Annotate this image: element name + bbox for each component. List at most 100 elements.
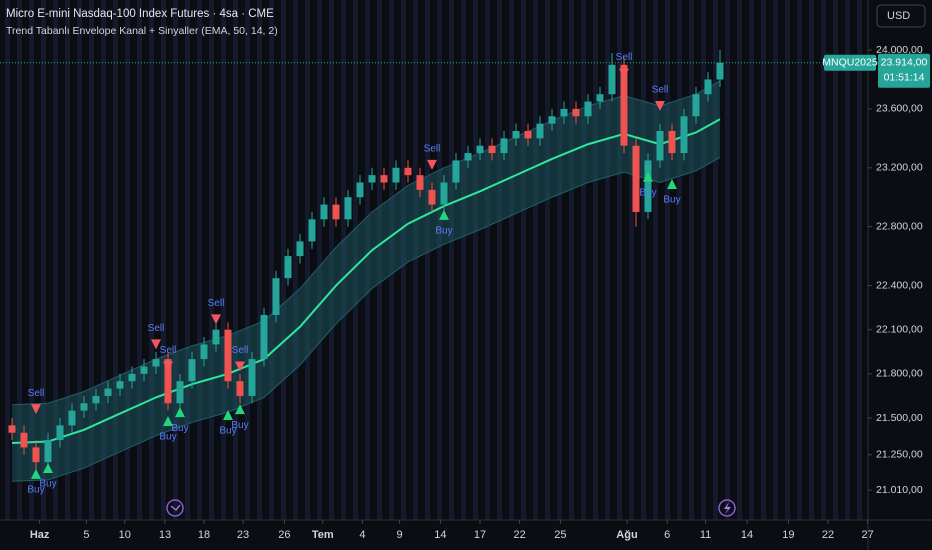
candle-body bbox=[692, 94, 700, 117]
buy-signal-label: Buy bbox=[219, 426, 236, 437]
x-tick-label: 9 bbox=[397, 529, 403, 541]
candle-body bbox=[512, 130, 520, 139]
event-icon[interactable] bbox=[166, 499, 184, 517]
x-tick-label: 11 bbox=[700, 529, 711, 541]
buy-signal bbox=[43, 463, 53, 474]
buy-signal-label: Buy bbox=[663, 195, 680, 206]
x-tick-label: 25 bbox=[554, 529, 566, 541]
x-tick-label: 17 bbox=[474, 529, 486, 541]
sell-signal-label: Sell bbox=[28, 388, 45, 399]
candle-body bbox=[8, 425, 16, 433]
chart-title: Micro E-mini Nasdaq-100 Index Futures · … bbox=[6, 8, 274, 20]
candle-body bbox=[56, 425, 64, 441]
ema-line bbox=[11, 118, 721, 445]
x-tick-label: 19 bbox=[782, 529, 794, 541]
y-tick-label: 22.100,00 bbox=[876, 323, 923, 335]
candle-body bbox=[644, 160, 652, 212]
candle-body bbox=[572, 108, 580, 117]
lower-line bbox=[11, 157, 721, 482]
buy-signal-label: Buy bbox=[159, 432, 176, 443]
candle-body bbox=[704, 79, 712, 95]
candle-body bbox=[164, 359, 172, 404]
candle-body bbox=[32, 447, 40, 463]
x-tick-label: 26 bbox=[278, 529, 290, 541]
buy-signal bbox=[223, 410, 233, 421]
currency-button[interactable] bbox=[876, 4, 926, 28]
candle-body bbox=[116, 381, 124, 389]
candle-body bbox=[548, 116, 556, 124]
candle-body bbox=[500, 138, 508, 154]
candle-body bbox=[488, 145, 496, 154]
candle-body bbox=[392, 167, 400, 183]
price-tag bbox=[878, 53, 930, 88]
x-tick-label: 14 bbox=[434, 529, 446, 541]
candle-body bbox=[668, 130, 676, 154]
sell-signal-label: Sell bbox=[208, 298, 225, 309]
y-tick-label: 21.800,00 bbox=[876, 368, 923, 380]
x-tick-label: 22 bbox=[513, 529, 525, 541]
candle-body bbox=[104, 388, 112, 396]
sell-signal-label: Sell bbox=[424, 143, 441, 154]
candle-body bbox=[272, 278, 280, 315]
symbol-tag bbox=[824, 54, 876, 71]
sell-signal-label: Sell bbox=[652, 85, 669, 96]
candle-body bbox=[68, 410, 76, 426]
y-tick-label: 21.250,00 bbox=[876, 449, 923, 461]
candle-body bbox=[416, 175, 424, 190]
x-tick-label: 13 bbox=[159, 529, 171, 541]
candle-body bbox=[464, 153, 472, 161]
candle-body bbox=[260, 314, 268, 360]
candle-body bbox=[20, 432, 28, 448]
session-background bbox=[0, 0, 868, 520]
candle-body bbox=[80, 403, 88, 411]
price-scale-panel bbox=[868, 0, 932, 550]
candle-body bbox=[632, 145, 640, 212]
candle-body bbox=[224, 329, 232, 382]
price-tag-label: 23.914,00 bbox=[881, 56, 928, 68]
sell-signal bbox=[655, 100, 665, 111]
sell-signal bbox=[31, 404, 41, 415]
buy-signal-label: Buy bbox=[639, 187, 656, 198]
sell-signal-label: Sell bbox=[160, 345, 177, 356]
event-icon[interactable] bbox=[718, 499, 736, 517]
candle-body bbox=[212, 329, 220, 345]
sell-signal bbox=[619, 68, 629, 79]
x-tick-label: 18 bbox=[198, 529, 210, 541]
countdown-label: 01:51:14 bbox=[884, 71, 925, 83]
candle-body bbox=[188, 359, 196, 382]
sell-signal bbox=[211, 314, 221, 325]
y-tick-label: 23.200,00 bbox=[876, 162, 923, 174]
candle-body bbox=[296, 241, 304, 257]
x-tick-label: 27 bbox=[861, 529, 873, 541]
candle-body bbox=[596, 94, 604, 102]
buy-signal-label: Buy bbox=[39, 479, 56, 490]
currency-label[interactable]: USD bbox=[887, 10, 910, 22]
candle-body bbox=[308, 219, 316, 242]
candle-body bbox=[44, 440, 52, 463]
x-tick-label: 4 bbox=[359, 529, 365, 541]
buy-signal-label: Buy bbox=[27, 485, 44, 496]
candle-body bbox=[680, 116, 688, 154]
candle-body bbox=[284, 256, 292, 279]
candle-body bbox=[620, 64, 628, 146]
event-icon-glyph bbox=[170, 504, 181, 511]
buy-signal bbox=[31, 468, 41, 479]
buy-signal bbox=[235, 404, 245, 415]
candle-body bbox=[344, 197, 352, 220]
x-tick-label: 6 bbox=[664, 529, 670, 541]
candle-body bbox=[152, 359, 160, 367]
candle-body bbox=[656, 130, 664, 161]
x-tick-label: Ağu bbox=[616, 529, 637, 541]
y-tick-label: 23.600,00 bbox=[876, 103, 923, 115]
candle-body bbox=[236, 381, 244, 396]
buy-signal-label: Buy bbox=[231, 420, 248, 431]
sell-signal-label: Sell bbox=[616, 52, 633, 63]
candle-body bbox=[440, 182, 448, 205]
candle-body bbox=[356, 182, 364, 198]
buy-signal bbox=[643, 171, 653, 182]
buy-signal-label: Buy bbox=[171, 423, 188, 434]
x-tick-label: Haz bbox=[30, 529, 50, 541]
candle-body bbox=[524, 130, 532, 139]
y-tick-label: 22.800,00 bbox=[876, 220, 923, 232]
y-tick-label: 21.010,00 bbox=[876, 484, 923, 496]
